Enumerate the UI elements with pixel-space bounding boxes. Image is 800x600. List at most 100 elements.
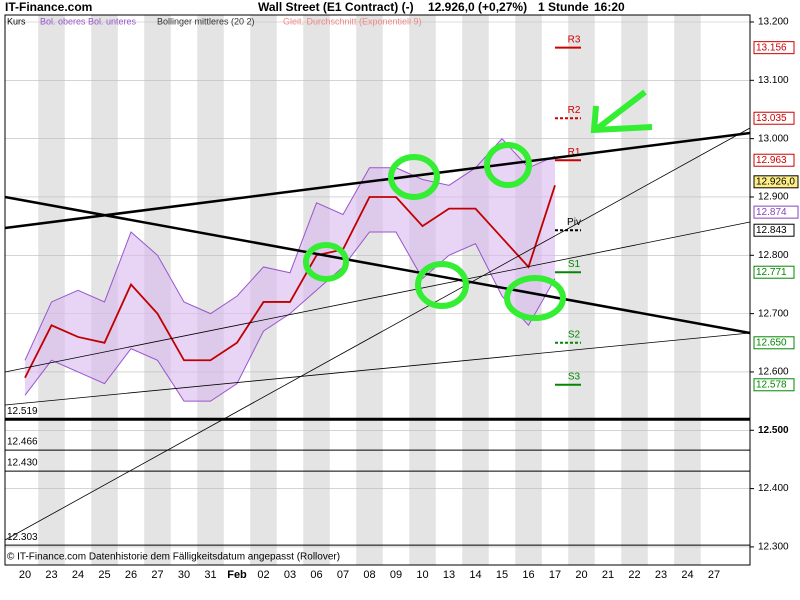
analyst-drawings <box>4 89 751 541</box>
pivot-name: Piv <box>567 217 581 228</box>
pivot-name: R2 <box>568 105 581 116</box>
arrow <box>590 89 653 134</box>
axes: 13.200 13.100 13.000 12.900 12.800 12.700 12.6… <box>4 14 799 581</box>
x-tick-label: 15 <box>496 569 508 581</box>
level-label: 13.035 <box>756 113 787 124</box>
bollinger-band-fill <box>25 138 555 402</box>
plot: 12.519 12.466 12.430 12.303 R3 R2 R1 Piv S1 S2 S3 <box>5 34 750 546</box>
x-tick-label: 30 <box>178 569 190 581</box>
y-tick-label: 12.300 <box>758 542 789 553</box>
pivot-name: S2 <box>568 329 581 340</box>
x-tick-label: 02 <box>257 569 269 581</box>
x-tick-label: 27 <box>708 569 720 581</box>
level-box <box>753 378 795 392</box>
marker-box <box>753 175 799 189</box>
trend-line <box>4 195 751 335</box>
time: 16:20 <box>594 0 625 14</box>
x-tick-label: 20 <box>575 569 587 581</box>
level-box <box>753 111 795 125</box>
x-tick-label: 14 <box>469 569 481 581</box>
x-tick-label: Feb <box>227 569 247 581</box>
highlight-circle <box>303 242 349 282</box>
level-box <box>753 223 795 237</box>
x-tick-label: 24 <box>681 569 693 581</box>
x-tick-label: 25 <box>98 569 110 581</box>
x-tick-label: 03 <box>284 569 296 581</box>
site-header: IT-Finance.com <box>5 0 92 14</box>
level-label: 12.963 <box>756 155 787 166</box>
column-band <box>568 15 595 565</box>
trend-line <box>4 127 751 541</box>
y-tick-label: 12.500 <box>758 425 789 436</box>
highlight-circles <box>303 89 653 321</box>
chart-subtitle: 12.926,0 (+0,27%) <box>428 0 527 14</box>
y-tick-label: 13.200 <box>758 17 789 28</box>
y-tick-label: 12.400 <box>758 483 789 494</box>
legend-entry: Gleit. Durchschnitt (Exponentiell 9) <box>283 16 422 26</box>
highlight-circle <box>388 154 440 200</box>
interval: 1 Stunde <box>538 0 589 14</box>
marker-label: 12.926,0 <box>756 176 795 187</box>
x-tick-label: 27 <box>151 569 163 581</box>
footer: © IT-Finance.com Datenhistorie dem Fälli… <box>7 552 340 563</box>
level-label: 12.771 <box>756 267 787 278</box>
x-tick-label: 23 <box>45 569 57 581</box>
column-band <box>197 15 224 565</box>
level-label: 13.156 <box>756 42 787 53</box>
level-label: 12.650 <box>756 337 787 348</box>
legend-entry: Bol. oberes Bol. unteres <box>40 16 137 26</box>
bollinger-line <box>24 137 556 361</box>
x-tick-label: 06 <box>310 569 322 581</box>
pivot-name: R1 <box>568 147 581 158</box>
bollinger-line <box>24 231 556 402</box>
y-tick-label: 12.700 <box>758 308 789 319</box>
x-tick-label: 08 <box>363 569 375 581</box>
highlight-circle <box>504 275 566 321</box>
reference-label: 12.430 <box>7 458 38 469</box>
pivot-name: R3 <box>568 34 581 45</box>
column-band <box>38 15 65 565</box>
marker-box <box>753 205 799 219</box>
level-box <box>753 265 795 279</box>
level-box <box>753 336 795 350</box>
level-box <box>753 41 795 55</box>
x-tick-label: 09 <box>390 569 402 581</box>
x-tick-label: 23 <box>655 569 667 581</box>
y-tick-label: 13.100 <box>758 75 789 86</box>
reference-label: 12.466 <box>7 437 38 448</box>
x-tick-label: 20 <box>19 569 31 581</box>
x-tick-label: 13 <box>443 569 455 581</box>
y-tick-label: 12.900 <box>758 192 789 203</box>
highlight-circle <box>415 261 469 309</box>
reference-label: 12.519 <box>7 406 38 417</box>
pivot-name: S1 <box>568 259 581 270</box>
x-tick-label: 07 <box>337 569 349 581</box>
trend-line <box>4 332 751 406</box>
x-tick-label: 26 <box>125 569 137 581</box>
level-label: 12.578 <box>756 379 787 390</box>
plot-frame <box>4 14 751 566</box>
reference-label: 12.303 <box>7 532 38 543</box>
x-tick-label: 21 <box>602 569 614 581</box>
legend-entry: Bollinger mittleres (20 2) <box>157 16 255 26</box>
y-tick-label: 12.600 <box>758 367 789 378</box>
x-tick-label: 22 <box>628 569 640 581</box>
x-tick-label: 24 <box>72 569 84 581</box>
column-band <box>356 15 383 565</box>
y-tick-label: 12.800 <box>758 250 789 261</box>
marker-label: 12.874 <box>756 207 787 218</box>
legend-entry: Kurs <box>7 16 26 26</box>
trend-line <box>4 221 751 373</box>
level-label: 12.843 <box>756 225 787 236</box>
chart-title: Wall Street (E1 Contract) (-) <box>258 0 414 14</box>
level-box <box>753 153 795 167</box>
x-tick-label: 17 <box>549 569 561 581</box>
pivot-name: S3 <box>568 371 581 382</box>
column-band <box>674 15 701 565</box>
x-tick-label: 10 <box>416 569 428 581</box>
trend-line <box>4 131 751 230</box>
highlight-circle <box>484 142 532 188</box>
price-line <box>24 185 556 379</box>
x-tick-label: 16 <box>522 569 534 581</box>
